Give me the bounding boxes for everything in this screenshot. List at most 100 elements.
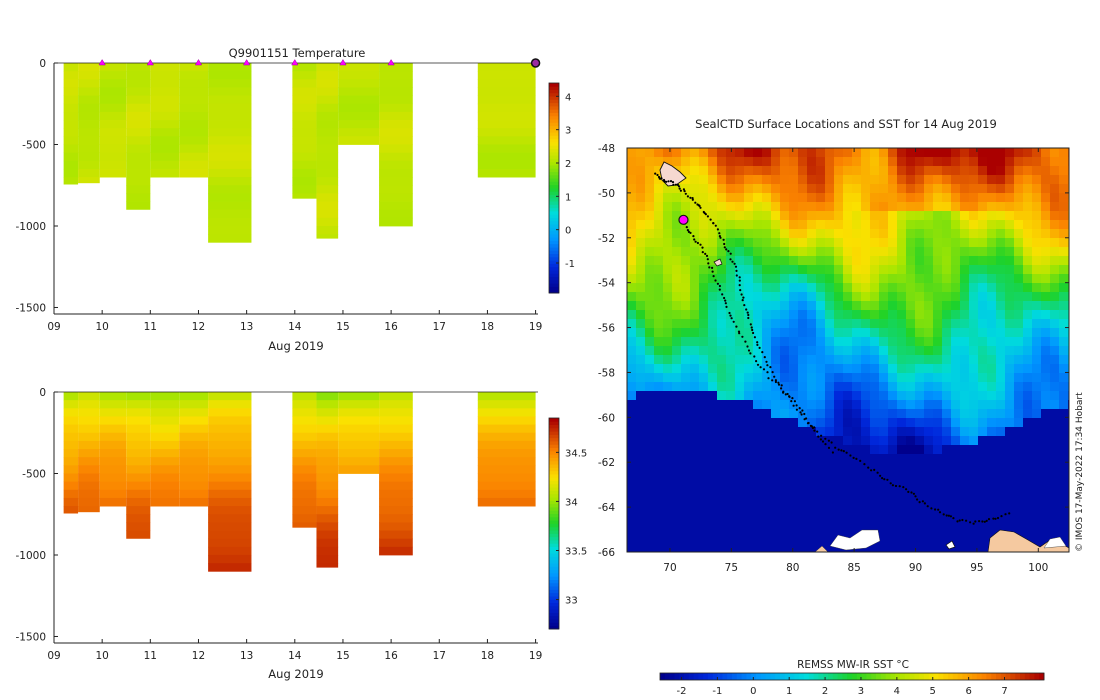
track-point — [667, 180, 670, 183]
sst-field — [627, 148, 1069, 552]
profile-cell — [99, 168, 127, 178]
profile-cell — [179, 128, 209, 137]
track-point — [930, 507, 933, 510]
track-point — [747, 349, 751, 352]
profile-cell — [126, 79, 151, 88]
track-point — [707, 262, 710, 265]
profile-cell — [179, 465, 209, 474]
track-point — [756, 341, 759, 344]
profile-cell — [126, 449, 151, 458]
profile-cell — [78, 177, 100, 184]
profile-cell — [208, 440, 252, 450]
track-point — [830, 441, 833, 444]
track-point — [934, 508, 937, 511]
profile-cell — [379, 392, 413, 401]
track-point — [773, 375, 776, 378]
track-point — [994, 517, 997, 520]
profile-cell — [99, 87, 127, 96]
profile-cell — [338, 392, 380, 401]
profile-cell — [477, 440, 536, 450]
profile-cell — [338, 95, 380, 105]
profile-cell — [208, 209, 252, 219]
profile-cell — [126, 408, 151, 417]
profile-cell — [99, 481, 127, 491]
y-tick-label: -500 — [22, 468, 46, 480]
track-point — [732, 320, 735, 323]
profile-cell — [316, 111, 339, 121]
profile-cell — [477, 160, 536, 170]
profile-cell — [126, 103, 151, 113]
profile-cell — [126, 144, 151, 154]
surface-marker — [291, 59, 299, 66]
profile-cell — [208, 152, 252, 162]
track-point — [708, 266, 711, 269]
profile-cell — [150, 489, 180, 499]
x-tick-label: 13 — [240, 321, 253, 333]
profile-cell — [126, 177, 151, 186]
track-point — [981, 520, 984, 523]
track-point — [771, 371, 774, 374]
profile-cell — [292, 193, 317, 199]
profile-cell — [316, 87, 339, 96]
profile-cell — [150, 449, 180, 458]
track-point — [791, 397, 794, 400]
track-point — [827, 439, 831, 442]
profile-cell — [179, 457, 209, 466]
profile-cell — [208, 103, 252, 113]
profile-cell — [292, 120, 317, 129]
profile-cell — [208, 225, 252, 235]
profile-cell — [477, 408, 536, 417]
track-point — [947, 514, 951, 517]
track-point — [671, 181, 675, 184]
track-point — [694, 240, 697, 243]
track-point — [889, 482, 892, 485]
track-point — [728, 311, 731, 315]
track-point — [859, 459, 862, 462]
sst-colorbar-tick-label: 6 — [965, 686, 971, 697]
track-point — [743, 304, 746, 307]
profile-cell — [99, 120, 127, 129]
salinity-axes: 09 10 11 12 13 14 15 16 17 18 19 0 -500 -1000 -1500 — [15, 387, 542, 662]
track-point — [837, 448, 840, 451]
profile-cell — [150, 416, 180, 425]
track-point — [992, 517, 995, 520]
x-tick-label: 12 — [192, 321, 205, 333]
profile-cell — [338, 432, 380, 442]
track-point — [870, 469, 873, 472]
profile-cell — [316, 201, 339, 211]
profile-cell — [150, 87, 180, 96]
profile-cell — [316, 457, 339, 466]
profile-cell — [63, 432, 79, 442]
sst-colorbar-tick-label: -2 — [677, 686, 687, 697]
profile-cell — [379, 416, 413, 425]
x-tick-label: 09 — [47, 650, 60, 662]
track-point — [912, 492, 916, 495]
profile-cell — [379, 201, 413, 211]
track-point — [974, 520, 977, 523]
track-point — [683, 190, 686, 193]
profile-cell — [379, 79, 413, 88]
profile-cell — [63, 489, 79, 499]
profile-cell — [379, 136, 413, 145]
track-point — [699, 206, 702, 209]
profile-cell — [63, 128, 79, 137]
profile-cell — [379, 432, 413, 442]
track-point — [952, 517, 955, 520]
track-point — [855, 457, 858, 460]
profile-cell — [150, 392, 180, 401]
profile-cell — [292, 152, 317, 162]
map-y-tick-label: -50 — [598, 188, 615, 200]
profile-cell — [208, 185, 252, 194]
sst-colorbar-tick-label: 5 — [930, 686, 936, 697]
profile-cell — [99, 416, 127, 425]
track-point — [811, 426, 815, 430]
profile-cell — [208, 506, 252, 515]
track-point — [985, 519, 988, 523]
temperature-x-axis-label: Aug 2019 — [268, 339, 323, 353]
track-point — [694, 201, 697, 204]
temperature-heatmap-cells — [63, 63, 536, 243]
profile-cell — [150, 400, 180, 409]
profile-cell — [477, 136, 536, 145]
profile-cell — [126, 185, 151, 194]
profile-cell — [316, 128, 339, 137]
